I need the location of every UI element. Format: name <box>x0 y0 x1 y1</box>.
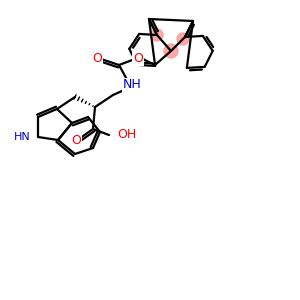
Circle shape <box>151 29 163 41</box>
Text: O: O <box>133 52 143 64</box>
Text: O: O <box>71 134 81 146</box>
Text: NH: NH <box>123 79 141 92</box>
Text: HN: HN <box>14 132 31 142</box>
Text: O: O <box>92 52 102 64</box>
Circle shape <box>164 44 178 58</box>
Circle shape <box>177 33 189 45</box>
Text: OH: OH <box>117 128 136 142</box>
